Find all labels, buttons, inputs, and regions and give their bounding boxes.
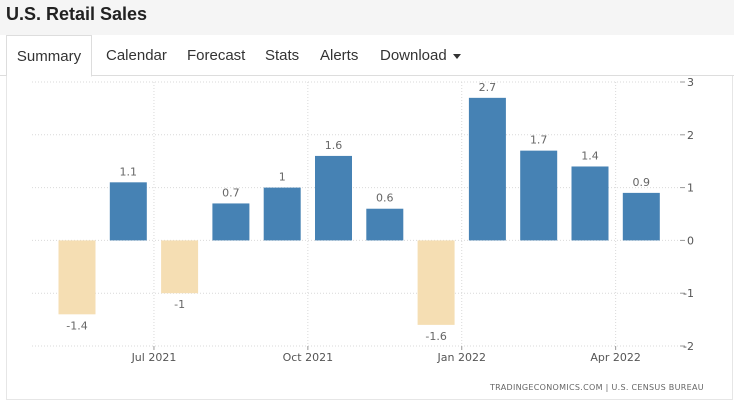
tab-alerts[interactable]: Alerts — [320, 47, 359, 64]
data-label: -1.4 — [66, 319, 87, 332]
x-tick-label: Jan 2022 — [437, 351, 486, 364]
y-tick-label: 0 — [687, 234, 694, 247]
tab-stats[interactable]: Stats — [265, 47, 300, 64]
y-tick-label: 1 — [687, 182, 694, 195]
bar-dec-2021[interactable] — [417, 240, 455, 325]
tab-forecast[interactable]: Forecast — [187, 47, 246, 64]
data-label: -1 — [174, 298, 185, 311]
chart-bars — [58, 97, 660, 325]
tab-download[interactable]: Download — [380, 35, 461, 76]
data-label: 0.7 — [222, 186, 240, 199]
x-tick-label: Apr 2022 — [590, 351, 641, 364]
y-tick-label: -1 — [683, 287, 694, 300]
data-label: 1.4 — [581, 149, 599, 162]
y-tick-label: -2 — [683, 340, 694, 353]
data-label: 1 — [279, 171, 286, 184]
chart-frame — [6, 76, 733, 400]
tab-calendar[interactable]: Calendar — [106, 47, 167, 64]
y-tick-label: 2 — [687, 129, 694, 142]
source-credit: TRADINGECONOMICS.COM | U.S. CENSUS BUREA… — [489, 383, 704, 392]
bar-oct-2021[interactable] — [315, 155, 352, 241]
tab-summary[interactable]: Summary — [6, 35, 92, 77]
chart-data-labels: -1.4 1.1 -1 0.7 1 1.6 0.6 -1.6 2.7 1.7 1.4 0.9 — [66, 81, 650, 343]
bar-apr-2022[interactable] — [622, 192, 660, 241]
bar-aug-2021[interactable] — [212, 203, 250, 241]
y-tick-label: 3 — [687, 76, 694, 89]
bar-jul-2021[interactable] — [161, 240, 199, 294]
bar-jun-2021[interactable] — [109, 182, 147, 241]
data-label: 1.7 — [530, 134, 548, 147]
tab-download-label: Download — [380, 47, 447, 64]
bar-feb-2022[interactable] — [520, 150, 558, 241]
data-label: 0.9 — [633, 176, 651, 189]
page-title: U.S. Retail Sales — [6, 4, 148, 24]
bar-mar-2022[interactable] — [571, 166, 609, 241]
bar-sep-2021[interactable] — [263, 187, 301, 241]
chevron-down-icon — [452, 53, 461, 59]
data-label: 1.1 — [120, 165, 138, 178]
x-tick-label: Jul 2021 — [131, 351, 177, 364]
data-label: 2.7 — [479, 81, 497, 94]
bar-may-2021[interactable] — [58, 240, 96, 315]
bar-jan-2022[interactable] — [468, 97, 506, 241]
tab-bar: Summary Calendar Forecast Stats Alerts D… — [0, 35, 734, 77]
title-bar: U.S. Retail Sales — [0, 0, 734, 35]
bar-nov-2021[interactable] — [366, 208, 404, 241]
data-label: 1.6 — [325, 139, 343, 152]
data-label: 0.6 — [376, 192, 394, 205]
x-tick-label: Oct 2021 — [283, 351, 334, 364]
chart-y-axis: 3 2 1 0 -1 -2 — [680, 76, 694, 353]
chart-x-axis: Jul 2021 Oct 2021 Jan 2022 Apr 2022 — [131, 346, 641, 364]
data-label: -1.6 — [425, 330, 446, 343]
